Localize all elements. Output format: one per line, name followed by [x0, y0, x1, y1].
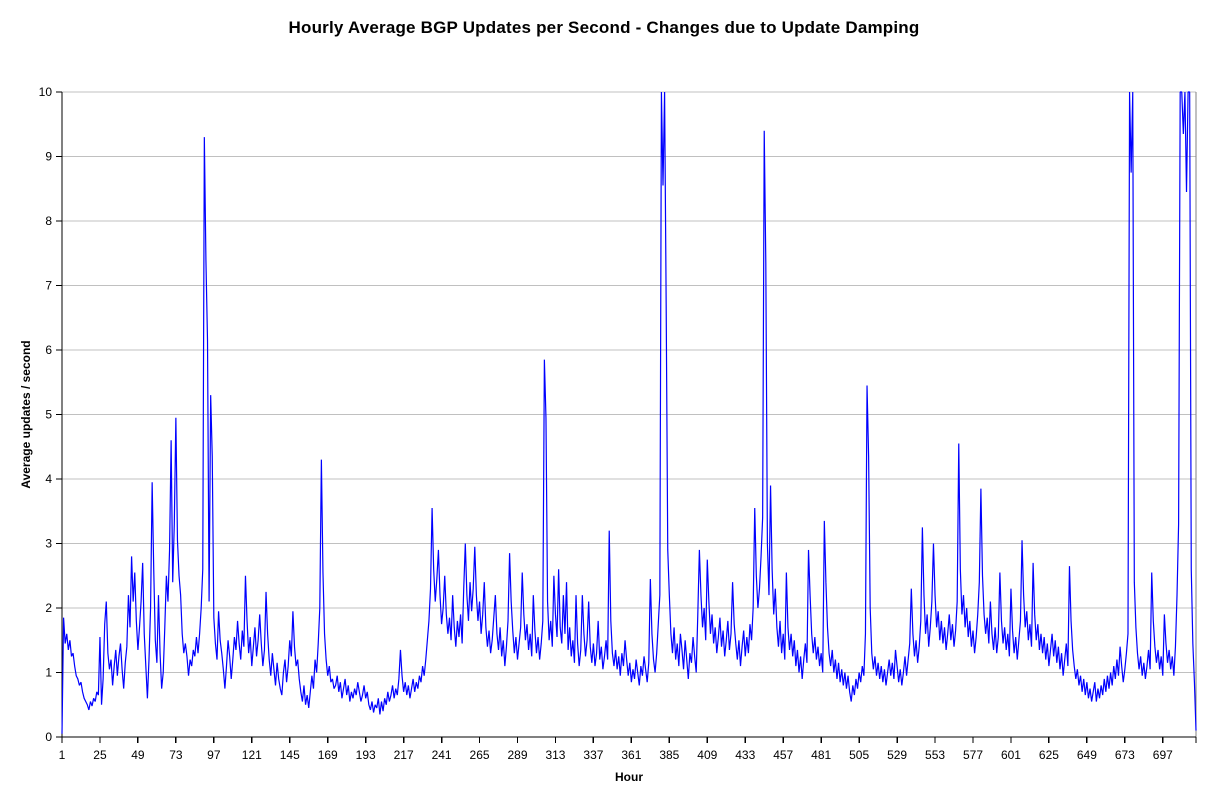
x-tick-label: 1	[59, 748, 66, 762]
x-tick-label: 193	[356, 748, 376, 762]
gridlines	[62, 91, 1197, 737]
bgp-series-line	[61, 91, 1197, 734]
x-tick-label: 625	[1039, 748, 1059, 762]
y-tick-label: 6	[45, 343, 52, 357]
x-tick-label: 481	[811, 748, 831, 762]
chart-title: Hourly Average BGP Updates per Second - …	[288, 18, 920, 37]
y-tick-label: 0	[45, 730, 52, 744]
y-tick-label: 3	[45, 537, 52, 551]
x-tick-label: 505	[849, 748, 869, 762]
x-tick-label: 49	[131, 748, 145, 762]
y-tick-label: 9	[45, 150, 52, 164]
x-tick-label: 121	[242, 748, 262, 762]
x-tick-label: 145	[280, 748, 300, 762]
x-tick-label: 97	[207, 748, 221, 762]
x-tick-label: 529	[887, 748, 907, 762]
x-tick-label: 409	[697, 748, 717, 762]
x-tick-labels: 1 25 49 73 97 121 145 169 193 217 241 265 289 313 337 3…	[59, 748, 1173, 762]
x-tick-label: 697	[1153, 748, 1173, 762]
x-tick-label: 385	[659, 748, 679, 762]
x-tick-label: 73	[169, 748, 183, 762]
y-tick-label: 2	[45, 601, 52, 615]
y-tick-label: 8	[45, 214, 52, 228]
y-tick-labels: 0 1 2 3 4 5 6 7 8 9 10	[39, 85, 53, 744]
x-axis-title: Hour	[615, 770, 643, 784]
x-tick-label: 457	[773, 748, 793, 762]
x-tick-label: 553	[925, 748, 945, 762]
x-tick-label: 577	[963, 748, 983, 762]
x-tick-label: 433	[735, 748, 755, 762]
x-tick-label: 25	[93, 748, 107, 762]
x-tick-label: 337	[583, 748, 603, 762]
y-tick-label: 5	[45, 408, 52, 422]
x-tick-label: 241	[432, 748, 452, 762]
y-tick-label: 7	[45, 279, 52, 293]
y-tick-label: 4	[45, 472, 52, 486]
x-tick-label: 289	[507, 748, 527, 762]
y-axis-title: Average updates / second	[19, 340, 33, 488]
x-tick-label: 601	[1001, 748, 1021, 762]
x-tick-label: 313	[545, 748, 565, 762]
x-tick-label: 649	[1077, 748, 1097, 762]
x-tick-label: 265	[470, 748, 490, 762]
x-tick-label: 217	[394, 748, 414, 762]
y-tick-label: 10	[39, 85, 53, 99]
x-tick-label: 361	[621, 748, 641, 762]
x-tick-label: 673	[1115, 748, 1135, 762]
x-tick-label: 169	[318, 748, 338, 762]
y-tick-label: 1	[45, 666, 52, 680]
tick-marks	[56, 91, 1197, 743]
